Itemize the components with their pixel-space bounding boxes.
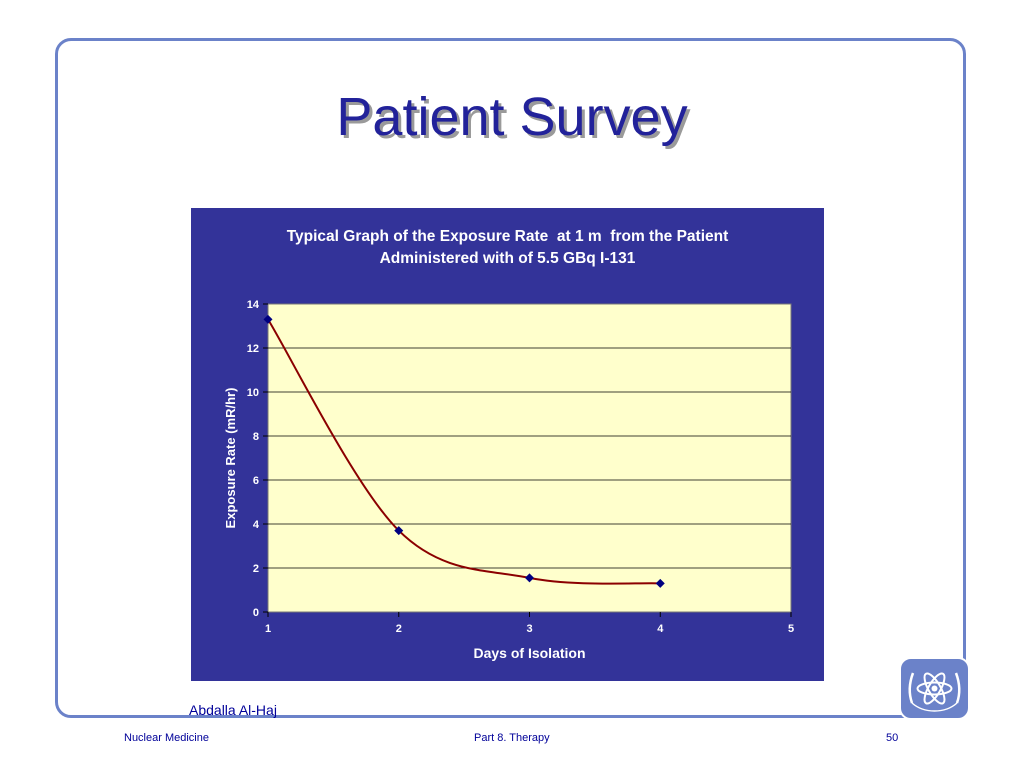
iaea-atom-emblem-icon (908, 672, 961, 712)
slide-frame (55, 38, 966, 718)
y-tick-label: 12 (247, 343, 259, 355)
series-line (267, 318, 661, 585)
y-tick-label: 6 (253, 475, 259, 487)
y-tick-label: 2 (253, 563, 259, 575)
y-tick-label: 0 (253, 607, 259, 619)
y-tick-label: 8 (253, 431, 259, 443)
page-number: 50 (886, 732, 899, 744)
slide-title: Patient Survey (336, 87, 688, 147)
chart-title: Typical Graph of the Exposure Rate at 1 … (191, 226, 824, 270)
y-axis-label: Exposure Rate (mR/hr) (223, 388, 238, 529)
y-tick-label: 10 (247, 387, 259, 399)
data-point (525, 573, 534, 583)
data-point (263, 314, 273, 324)
chart-title-line-1: Typical Graph of the Exposure Rate at 1 … (286, 228, 729, 245)
data-point (655, 578, 665, 588)
chart-title-line-2: Administered with of 5.5 GBq I-131 (379, 250, 636, 267)
author-name: Abdalla Al-Haj (189, 702, 277, 718)
data-point (394, 526, 404, 536)
x-tick-label: 5 (788, 623, 794, 635)
chart-panel: Typical Graph of the Exposure Rate at 1 … (191, 208, 824, 681)
x-tick-label: 1 (265, 623, 271, 635)
x-tick-label: 4 (657, 623, 664, 635)
x-axis-label: Days of Isolation (473, 645, 585, 661)
footer-course: Nuclear Medicine (124, 732, 209, 744)
y-tick-label: 4 (253, 519, 260, 531)
x-tick-label: 3 (526, 623, 532, 635)
iaea-logo (899, 657, 970, 720)
x-tick-label: 2 (396, 623, 402, 635)
plot-area (267, 303, 792, 613)
y-tick-label: 14 (247, 299, 260, 311)
footer-part: Part 8. Therapy (474, 732, 550, 744)
